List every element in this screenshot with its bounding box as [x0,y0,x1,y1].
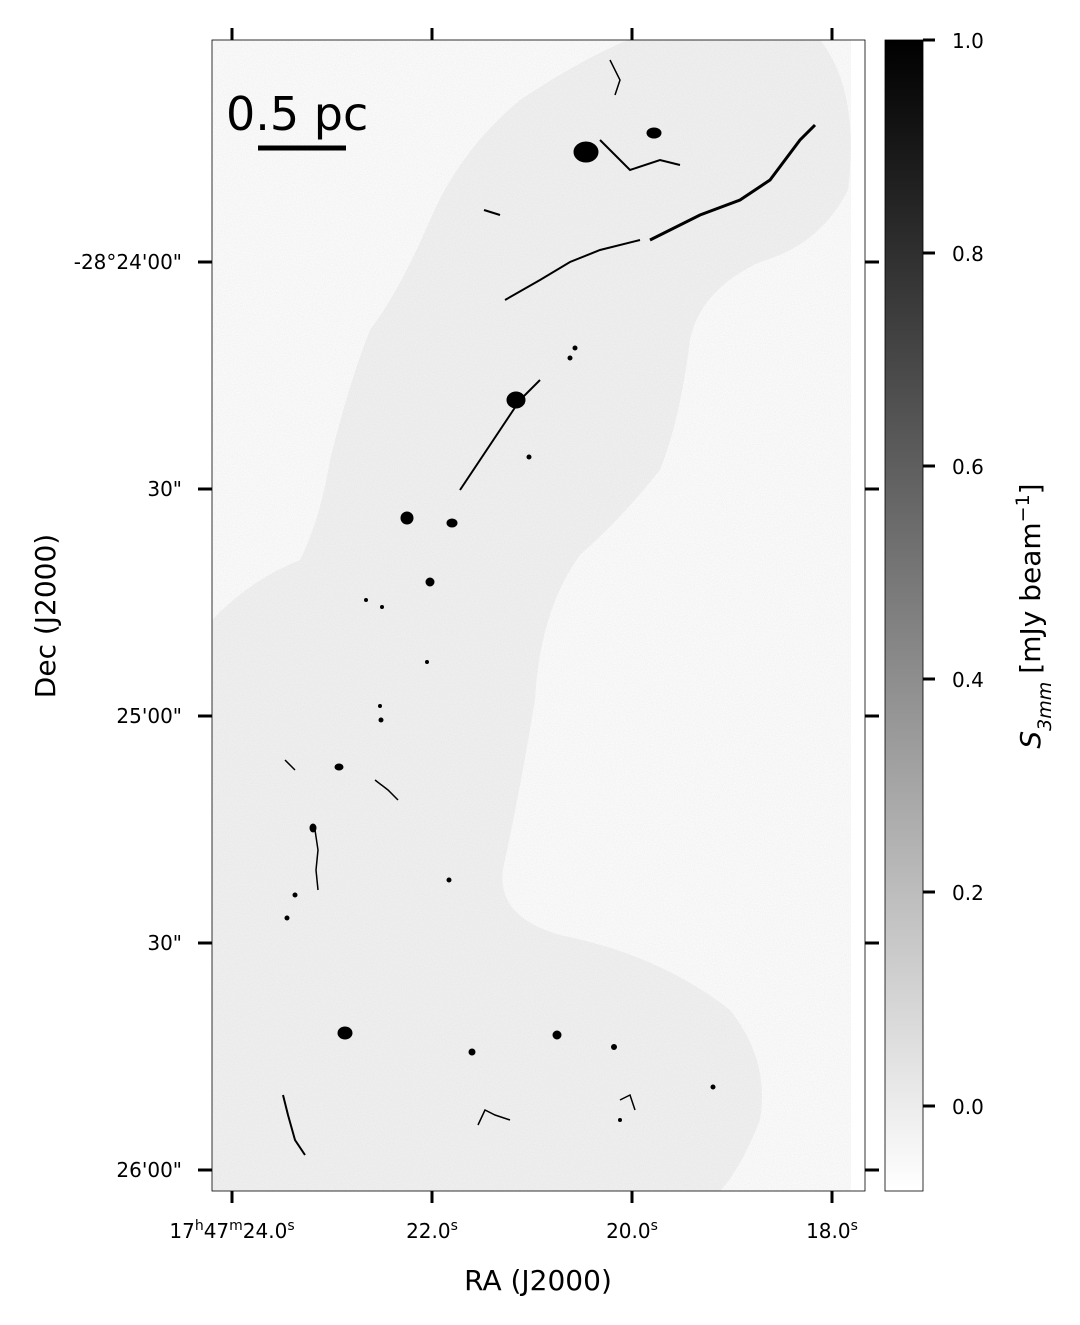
y-tick-label: 30" [147,931,182,955]
map-frame [211,39,866,1192]
colorbar-tick-label: 0.4 [952,668,984,692]
colorbar-tick-label: 1.0 [952,29,984,53]
colorbar [884,39,924,1192]
y-tick-label: 30" [147,477,182,501]
x-tick-label: 22.0s [406,1218,458,1243]
y-tick-label: 26'00" [116,1158,182,1182]
sky-map [212,40,851,1191]
y-tick-label: 25'00" [116,704,182,728]
y-ticks [198,260,879,1172]
x-tick-label: 20.0s [606,1218,658,1243]
colorbar-ticks [923,38,935,1108]
colorbar-tick-label: 0.0 [952,1095,984,1119]
x-tick-label: 17h47m24.0s [169,1218,294,1243]
y-axis-title: Dec (J2000) [29,534,62,698]
emission-features [282,59,817,1156]
colorbar-tick-label: 0.2 [952,881,984,905]
scalebar-label: 0.5 pc [226,87,368,141]
colorbar-tick-label: 0.6 [952,455,984,479]
y-tick-label: -28°24'00" [74,250,182,274]
colorbar-title: S3mm[mJy beam−1] [1012,483,1056,748]
x-ticks [230,28,834,1203]
x-axis-title: RA (J2000) [464,1264,612,1297]
x-tick-label: 18.0s [806,1218,858,1243]
colorbar-tick-label: 0.8 [952,242,984,266]
